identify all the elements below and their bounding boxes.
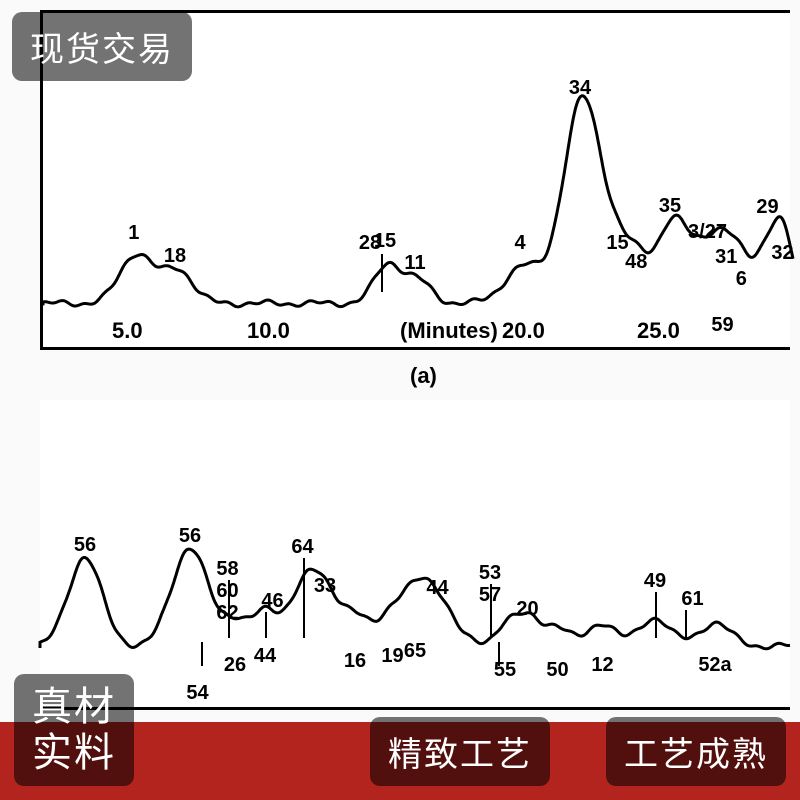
peak-label: 1: [128, 222, 139, 245]
x-tick-label: 25.0: [637, 318, 680, 344]
badge-bottom-left: 真材 实料: [14, 674, 134, 786]
leader-line: [228, 580, 230, 638]
peak-label: 26: [224, 654, 246, 677]
leader-line: [685, 610, 687, 638]
peak-label: 4: [514, 232, 525, 255]
peak-label: 35: [659, 195, 681, 218]
peak-label: 16: [344, 650, 366, 673]
peak-label: 58: [216, 558, 238, 581]
leader-line: [303, 558, 305, 638]
leader-line: [265, 612, 267, 638]
peak-label: 29: [756, 196, 778, 219]
canvas-root: (a) 现货交易 真材 实料 精致工艺 工艺成熟 118281511434154…: [0, 0, 800, 800]
badge-bottom-right-1: 精致工艺: [370, 717, 550, 786]
peak-label: 61: [681, 588, 703, 611]
peak-label: 44: [254, 645, 276, 668]
peak-label: 44: [426, 577, 448, 600]
peak-label: 56: [74, 534, 96, 557]
peak-label: 64: [291, 536, 313, 559]
badge-bottom-right-2: 工艺成熟: [606, 717, 786, 786]
leader-line: [490, 584, 492, 638]
leader-line: [655, 592, 657, 638]
leader-line: [381, 254, 383, 292]
peak-label: 56: [179, 525, 201, 548]
peak-label: 18: [164, 245, 186, 268]
peak-label: 49: [644, 570, 666, 593]
peak-label: 54: [186, 682, 208, 705]
peak-label: 59: [711, 314, 733, 337]
peak-label: 20: [516, 598, 538, 621]
peak-label: 53: [479, 562, 501, 585]
peak-label: 34: [569, 77, 591, 100]
peak-label: 6: [736, 268, 747, 291]
peak-label: 46: [261, 590, 283, 613]
chromatogram-b-trace: [40, 400, 790, 710]
peak-label: 11: [404, 252, 425, 275]
chart-panel-b: [40, 400, 790, 710]
peak-label: 65: [404, 640, 426, 663]
x-tick-label: 10.0: [247, 318, 290, 344]
leader-line: [498, 642, 500, 666]
badge-top-left: 现货交易: [12, 12, 192, 81]
peak-label: 31: [715, 246, 737, 269]
peak-label: 50: [546, 659, 568, 682]
leader-line: [201, 642, 203, 666]
peak-label: 3/27: [688, 221, 727, 244]
peak-label: 15: [374, 230, 396, 253]
peak-label: 12: [591, 654, 613, 677]
panel-a-label: (a): [410, 363, 437, 389]
peak-label: 52a: [698, 654, 731, 677]
x-tick-label: 5.0: [112, 318, 143, 344]
peak-label: 19: [381, 645, 403, 668]
peak-label: 32: [771, 242, 793, 265]
peak-label: 48: [625, 251, 647, 274]
peak-label: 33: [314, 575, 336, 598]
x-tick-label: 20.0: [502, 318, 545, 344]
x-axis-title: (Minutes): [400, 318, 498, 344]
